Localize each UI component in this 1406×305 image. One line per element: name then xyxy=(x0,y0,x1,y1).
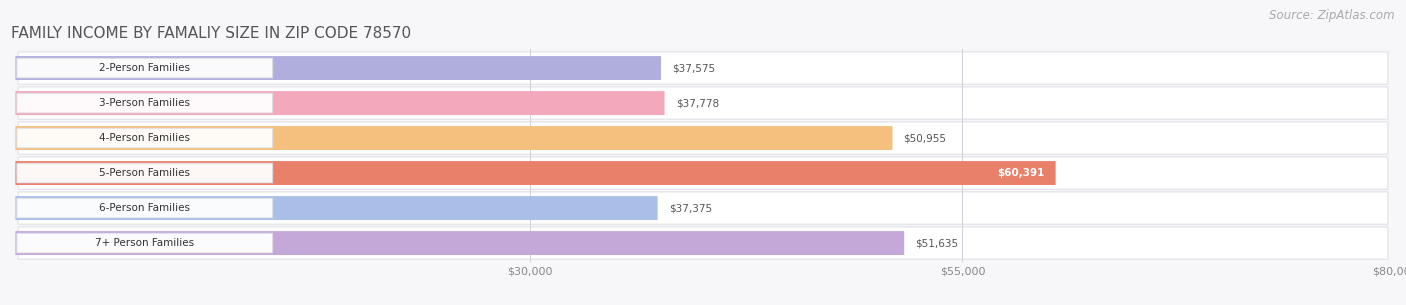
FancyBboxPatch shape xyxy=(17,163,273,183)
Text: 4-Person Families: 4-Person Families xyxy=(100,133,190,143)
Text: $50,955: $50,955 xyxy=(904,133,946,143)
FancyBboxPatch shape xyxy=(18,87,1388,119)
FancyBboxPatch shape xyxy=(18,157,1388,189)
Text: 2-Person Families: 2-Person Families xyxy=(100,63,190,73)
FancyBboxPatch shape xyxy=(17,93,273,113)
FancyBboxPatch shape xyxy=(17,233,273,253)
Text: 3-Person Families: 3-Person Families xyxy=(100,98,190,108)
FancyBboxPatch shape xyxy=(15,196,658,220)
Text: 6-Person Families: 6-Person Families xyxy=(100,203,190,213)
FancyBboxPatch shape xyxy=(15,161,1056,185)
FancyBboxPatch shape xyxy=(17,128,273,148)
FancyBboxPatch shape xyxy=(17,58,273,78)
FancyBboxPatch shape xyxy=(17,198,273,218)
Text: 7+ Person Families: 7+ Person Families xyxy=(96,238,194,248)
FancyBboxPatch shape xyxy=(18,192,1388,224)
Text: $37,575: $37,575 xyxy=(672,63,716,73)
Text: 5-Person Families: 5-Person Families xyxy=(100,168,190,178)
Text: $60,391: $60,391 xyxy=(997,168,1045,178)
FancyBboxPatch shape xyxy=(15,126,893,150)
FancyBboxPatch shape xyxy=(18,227,1388,259)
Text: $51,635: $51,635 xyxy=(915,238,959,248)
FancyBboxPatch shape xyxy=(15,91,665,115)
Text: $37,778: $37,778 xyxy=(676,98,718,108)
Text: FAMILY INCOME BY FAMALIY SIZE IN ZIP CODE 78570: FAMILY INCOME BY FAMALIY SIZE IN ZIP COD… xyxy=(11,26,412,41)
FancyBboxPatch shape xyxy=(18,52,1388,84)
FancyBboxPatch shape xyxy=(15,56,661,80)
FancyBboxPatch shape xyxy=(15,231,904,255)
Text: Source: ZipAtlas.com: Source: ZipAtlas.com xyxy=(1270,9,1395,22)
FancyBboxPatch shape xyxy=(18,122,1388,154)
Text: $37,375: $37,375 xyxy=(669,203,711,213)
